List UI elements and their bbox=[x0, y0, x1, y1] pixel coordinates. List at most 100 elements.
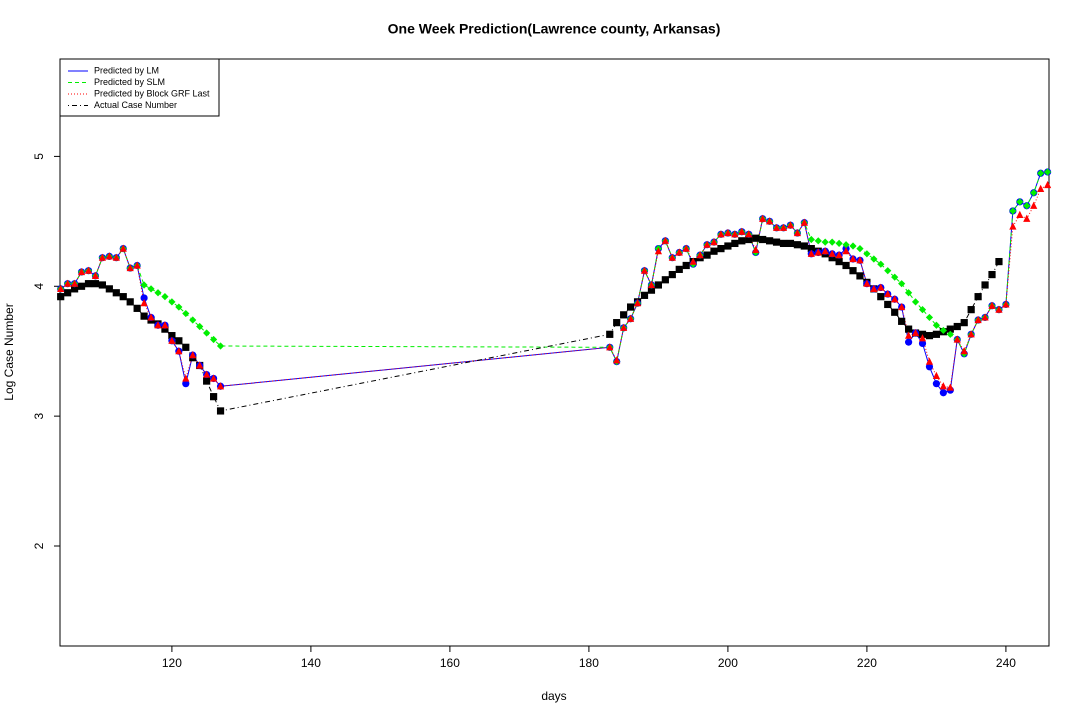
legend-label: Predicted by SLM bbox=[94, 77, 165, 87]
point bbox=[126, 263, 134, 272]
point bbox=[939, 382, 947, 390]
point bbox=[995, 257, 1003, 266]
point bbox=[800, 218, 808, 226]
point bbox=[216, 407, 225, 415]
point bbox=[967, 306, 975, 314]
point bbox=[140, 294, 148, 302]
point bbox=[209, 393, 218, 401]
point bbox=[196, 361, 204, 369]
point bbox=[119, 244, 127, 252]
point bbox=[209, 335, 218, 344]
point bbox=[1009, 207, 1017, 215]
point bbox=[974, 293, 982, 301]
point bbox=[175, 347, 183, 355]
point bbox=[1016, 210, 1024, 218]
point bbox=[64, 279, 72, 287]
point bbox=[1030, 189, 1038, 197]
point bbox=[981, 313, 989, 321]
point bbox=[724, 242, 732, 250]
point bbox=[835, 250, 843, 259]
point bbox=[884, 289, 892, 298]
point bbox=[745, 230, 753, 238]
point bbox=[661, 236, 669, 244]
point bbox=[1023, 202, 1031, 210]
point bbox=[1023, 214, 1031, 222]
point bbox=[898, 280, 906, 288]
point bbox=[647, 286, 656, 294]
point bbox=[828, 249, 836, 257]
point bbox=[175, 303, 183, 311]
point bbox=[905, 331, 913, 339]
point bbox=[925, 363, 934, 371]
point bbox=[147, 285, 155, 293]
point bbox=[189, 350, 197, 359]
plot-frame bbox=[59, 58, 1050, 647]
point bbox=[1002, 300, 1010, 308]
point bbox=[133, 304, 141, 312]
point bbox=[161, 321, 169, 329]
point bbox=[800, 242, 808, 250]
point bbox=[884, 267, 892, 275]
point bbox=[710, 238, 718, 246]
point bbox=[675, 265, 683, 273]
point bbox=[918, 306, 927, 314]
point bbox=[64, 289, 72, 297]
point bbox=[620, 323, 628, 331]
point bbox=[1037, 184, 1045, 192]
point bbox=[98, 281, 106, 289]
point bbox=[168, 298, 176, 306]
point bbox=[786, 239, 795, 248]
x-tick-label: 200 bbox=[718, 656, 738, 670]
x-tick-label: 140 bbox=[301, 656, 321, 670]
point bbox=[863, 250, 871, 258]
point bbox=[1009, 222, 1017, 230]
point bbox=[939, 389, 947, 397]
point bbox=[105, 252, 113, 260]
point bbox=[863, 279, 871, 287]
point bbox=[814, 237, 822, 245]
point bbox=[766, 237, 774, 245]
point bbox=[182, 380, 190, 388]
point bbox=[182, 374, 190, 382]
point bbox=[932, 330, 941, 338]
point bbox=[189, 316, 197, 324]
point bbox=[1037, 169, 1045, 177]
point bbox=[140, 312, 148, 320]
point bbox=[891, 308, 899, 316]
legend-label: Predicted by LM bbox=[94, 65, 159, 75]
point bbox=[752, 245, 760, 254]
point bbox=[946, 383, 954, 391]
point bbox=[606, 330, 614, 338]
point bbox=[661, 276, 669, 284]
point bbox=[849, 254, 857, 263]
legend-box bbox=[59, 58, 220, 117]
point bbox=[1016, 198, 1024, 206]
point bbox=[946, 330, 954, 338]
legend-label: Predicted by Block GRF Last bbox=[94, 88, 210, 98]
point bbox=[175, 337, 183, 345]
point bbox=[898, 302, 906, 311]
point bbox=[203, 329, 211, 337]
point bbox=[140, 299, 148, 307]
point bbox=[932, 371, 941, 379]
x-tick-label: 160 bbox=[440, 656, 460, 670]
point bbox=[627, 314, 635, 322]
point bbox=[981, 281, 989, 289]
point bbox=[682, 244, 690, 252]
point bbox=[216, 342, 225, 350]
point bbox=[988, 270, 996, 279]
point bbox=[870, 284, 878, 292]
point bbox=[772, 238, 781, 246]
point bbox=[779, 223, 788, 231]
point bbox=[828, 238, 836, 246]
point bbox=[1030, 201, 1038, 209]
point bbox=[731, 239, 739, 248]
point bbox=[932, 380, 941, 388]
point bbox=[911, 328, 920, 337]
point bbox=[745, 235, 753, 244]
point bbox=[953, 322, 961, 331]
point bbox=[168, 332, 176, 340]
x-axis-label: days bbox=[541, 689, 566, 703]
point bbox=[70, 279, 79, 287]
point bbox=[738, 237, 746, 245]
